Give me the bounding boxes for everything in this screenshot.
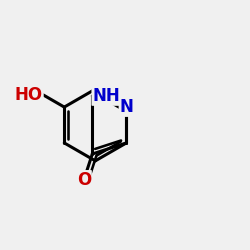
Text: O: O [77,171,91,189]
Text: HO: HO [15,86,43,104]
Text: NH: NH [92,87,120,105]
Text: N: N [120,98,133,116]
